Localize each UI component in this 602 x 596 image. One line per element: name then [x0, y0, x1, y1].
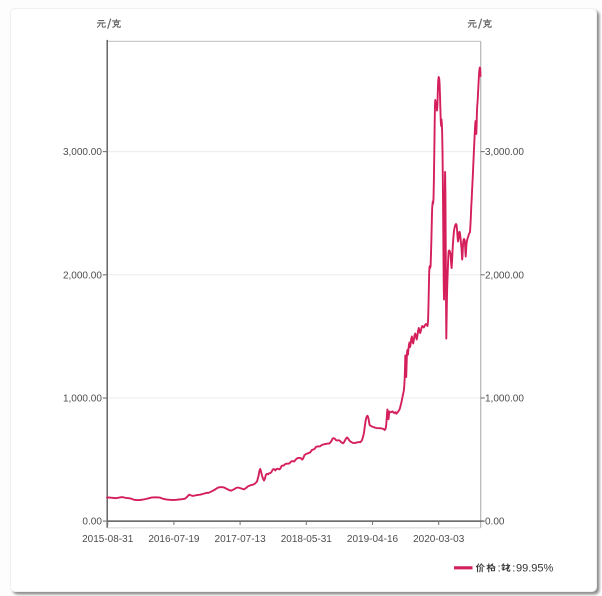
svg-text:0.00: 0.00: [82, 517, 102, 528]
svg-text::: :: [512, 562, 515, 574]
svg-text:0.00: 0.00: [485, 517, 505, 528]
svg-text:99.95%: 99.95%: [516, 562, 554, 574]
svg-text:3,000.00: 3,000.00: [485, 147, 524, 158]
svg-text:2016-07-19: 2016-07-19: [148, 534, 200, 545]
svg-text::: :: [498, 562, 501, 574]
svg-text:2015-08-31: 2015-08-31: [82, 534, 134, 545]
svg-text:2019-04-16: 2019-04-16: [347, 534, 399, 545]
svg-text:2018-05-31: 2018-05-31: [281, 534, 333, 545]
svg-text:3,000.00: 3,000.00: [63, 147, 102, 158]
svg-text:2,000.00: 2,000.00: [485, 270, 524, 281]
svg-text:2,000.00: 2,000.00: [63, 270, 102, 281]
svg-text:2020-03-03: 2020-03-03: [413, 534, 465, 545]
svg-text:2017-07-13: 2017-07-13: [215, 534, 267, 545]
svg-text:1,000.00: 1,000.00: [485, 394, 524, 405]
svg-text:1,000.00: 1,000.00: [63, 394, 102, 405]
